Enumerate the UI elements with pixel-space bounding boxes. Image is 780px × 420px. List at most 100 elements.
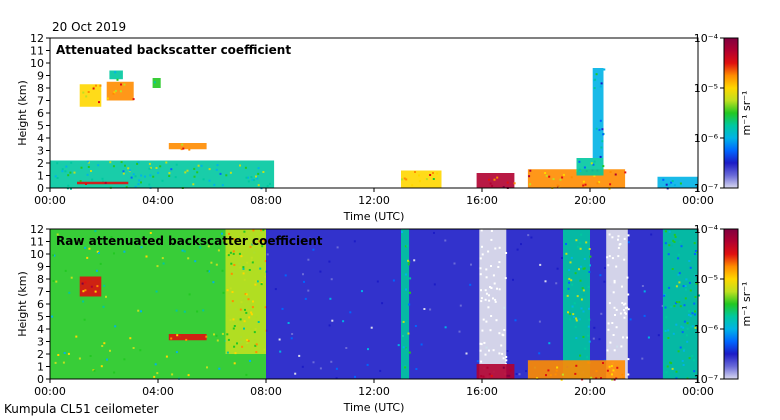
- signal-speck: [210, 261, 213, 264]
- y-tick-label: 10: [30, 57, 44, 70]
- signal-speck: [418, 180, 421, 183]
- signal-speck: [584, 347, 587, 350]
- signal-speck: [123, 250, 126, 253]
- signal-speck: [678, 281, 681, 284]
- signal-speck: [246, 339, 249, 341]
- signal-speck: [127, 167, 130, 170]
- signal-speck: [245, 293, 248, 296]
- signal-speck: [233, 238, 236, 241]
- signal-speck: [329, 297, 332, 300]
- y-tick-label: 11: [30, 236, 44, 249]
- signal-speck: [103, 284, 106, 287]
- signal-speck: [196, 171, 199, 174]
- signal-speck: [549, 374, 552, 377]
- signal-speck: [206, 366, 208, 369]
- signal-speck: [246, 261, 249, 264]
- signal-speck: [86, 256, 89, 259]
- signal-speck: [484, 289, 487, 292]
- signal-speck: [153, 375, 156, 378]
- signal-speck: [93, 369, 96, 372]
- signal-speck: [255, 343, 258, 346]
- signal-region: [401, 170, 442, 188]
- signal-speck: [588, 318, 591, 321]
- signal-speck: [587, 285, 590, 288]
- signal-speck: [239, 164, 241, 167]
- signal-speck: [611, 373, 613, 376]
- signal-speck: [603, 68, 606, 71]
- signal-speck: [361, 290, 363, 293]
- signal-speck: [105, 295, 107, 298]
- signal-speck: [578, 241, 581, 244]
- signal-speck: [677, 257, 680, 260]
- signal-speck: [106, 97, 109, 100]
- signal-speck: [262, 239, 265, 242]
- signal-speck: [251, 178, 254, 181]
- signal-speck: [686, 327, 689, 330]
- signal-speck: [666, 365, 669, 368]
- signal-speck: [73, 171, 76, 174]
- colorbar-tick-label: 10⁻⁴: [694, 223, 719, 236]
- signal-speck: [538, 320, 541, 323]
- y-tick-label: 2: [37, 348, 44, 361]
- signal-speck: [593, 87, 596, 90]
- signal-speck: [129, 337, 132, 340]
- signal-speck: [54, 361, 57, 364]
- signal-speck: [208, 179, 211, 182]
- signal-speck: [502, 357, 505, 360]
- signal-speck: [624, 171, 627, 174]
- signal-speck: [379, 369, 382, 372]
- signal-speck: [269, 182, 271, 185]
- signal-speck: [259, 267, 262, 270]
- signal-speck: [675, 323, 678, 326]
- signal-speck: [370, 326, 373, 329]
- signal-speck: [489, 329, 492, 332]
- signal-speck: [616, 366, 619, 369]
- signal-speck: [89, 355, 92, 357]
- signal-speck: [165, 161, 168, 164]
- signal-speck: [489, 286, 491, 288]
- signal-speck: [226, 351, 229, 354]
- signal-speck: [663, 294, 666, 297]
- signal-speck: [688, 310, 690, 313]
- signal-speck: [242, 267, 245, 270]
- signal-speck: [622, 376, 625, 379]
- signal-speck: [336, 246, 339, 249]
- signal-speck: [82, 290, 85, 293]
- signal-speck: [106, 358, 108, 361]
- signal-speck: [613, 279, 616, 282]
- signal-speck: [568, 281, 570, 284]
- signal-speck: [621, 373, 624, 376]
- signal-speck: [109, 349, 111, 352]
- signal-speck: [404, 273, 407, 276]
- signal-region: [168, 334, 207, 341]
- x-tick-label: 04:00: [142, 385, 174, 398]
- signal-speck: [574, 272, 577, 275]
- signal-speck: [603, 280, 606, 283]
- signal-speck: [304, 297, 307, 300]
- signal-speck: [233, 264, 236, 266]
- signal-speck: [82, 300, 85, 303]
- signal-region: [576, 158, 604, 176]
- signal-speck: [407, 263, 410, 266]
- signal-speck: [266, 184, 269, 187]
- signal-speck: [407, 259, 409, 262]
- signal-region: [527, 360, 626, 379]
- x-tick-label: 00:00: [682, 385, 714, 398]
- signal-speck: [682, 326, 685, 329]
- signal-speck: [84, 246, 87, 249]
- signal-speck: [188, 148, 191, 151]
- signal-speck: [281, 307, 284, 310]
- signal-speck: [302, 273, 304, 276]
- signal-speck: [604, 267, 607, 269]
- signal-speck: [490, 315, 493, 317]
- signal-speck: [596, 182, 599, 185]
- signal-speck: [345, 347, 348, 349]
- signal-speck: [312, 248, 315, 251]
- signal-speck: [231, 291, 234, 293]
- signal-speck: [192, 183, 195, 186]
- signal-speck: [625, 307, 627, 310]
- colorbar-tick-label: 10⁻⁵: [694, 82, 718, 95]
- x-tick-label: 04:00: [142, 194, 174, 207]
- colorbar-unit-label: m⁻¹ sr⁻¹: [740, 91, 753, 136]
- y-tick-label: 6: [37, 298, 44, 311]
